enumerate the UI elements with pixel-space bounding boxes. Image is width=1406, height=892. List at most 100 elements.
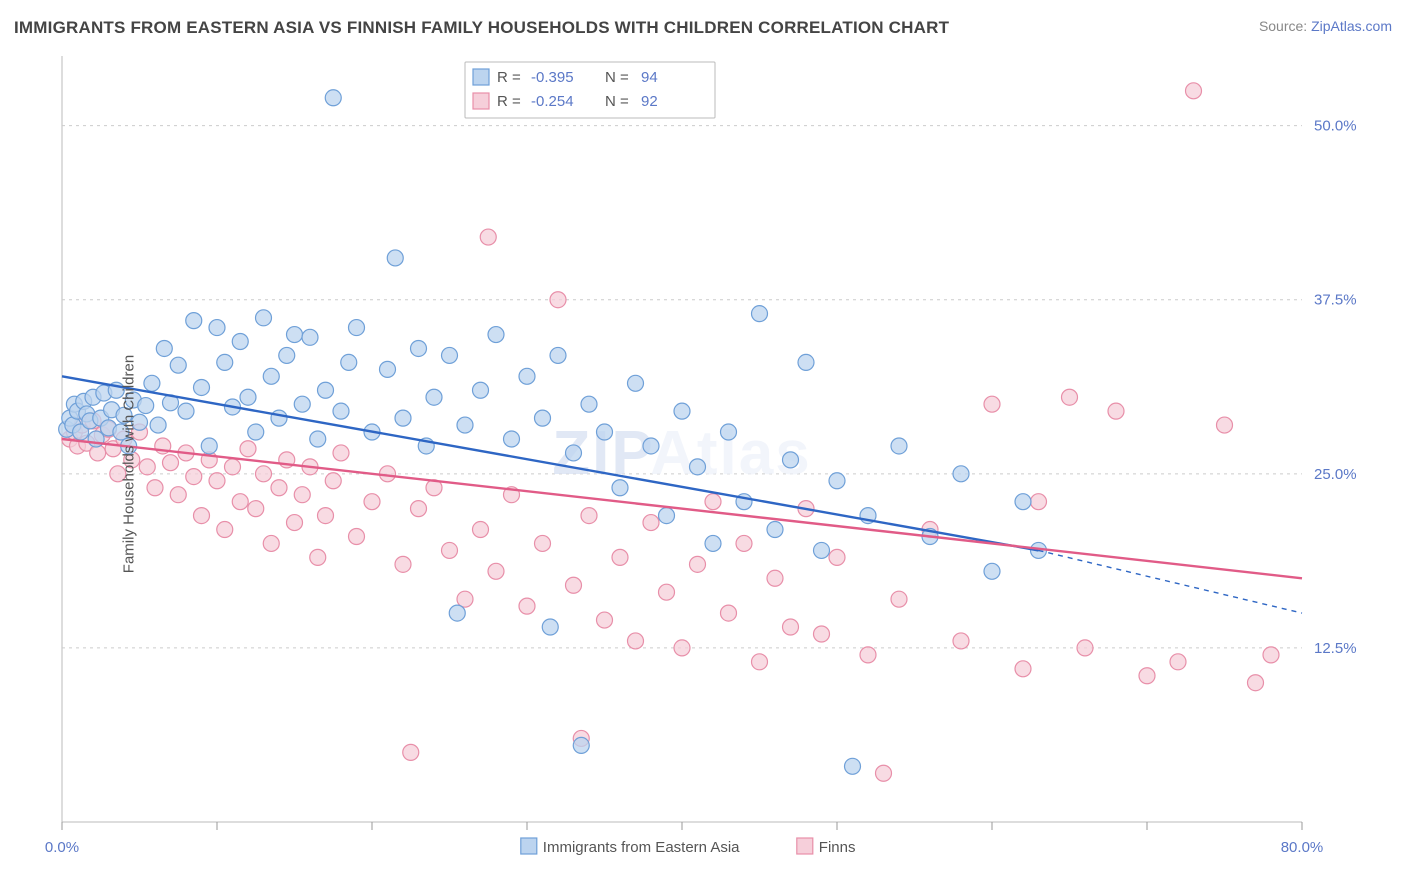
- legend-n-label: N =: [605, 69, 629, 86]
- scatter-point-pink: [294, 487, 310, 503]
- scatter-point-pink: [674, 640, 690, 656]
- legend-r-value-blue: -0.395: [531, 69, 574, 86]
- scatter-point-blue: [798, 354, 814, 370]
- scatter-point-pink: [395, 556, 411, 572]
- y-axis-label: Family Households with Children: [121, 355, 138, 573]
- scatter-point-pink: [1248, 675, 1264, 691]
- scatter-point-pink: [628, 633, 644, 649]
- source-label: Source:: [1259, 18, 1307, 34]
- scatter-point-blue: [1015, 494, 1031, 510]
- scatter-point-blue: [248, 424, 264, 440]
- scatter-point-blue: [783, 452, 799, 468]
- scatter-point-pink: [139, 459, 155, 475]
- scatter-point-blue: [891, 438, 907, 454]
- scatter-point-pink: [488, 563, 504, 579]
- scatter-point-pink: [318, 508, 334, 524]
- scatter-point-blue: [705, 535, 721, 551]
- scatter-point-pink: [263, 535, 279, 551]
- scatter-point-pink: [1139, 668, 1155, 684]
- scatter-point-blue: [156, 340, 172, 356]
- scatter-point-pink: [891, 591, 907, 607]
- scatter-point-blue: [279, 347, 295, 363]
- scatter-point-blue: [442, 347, 458, 363]
- scatter-point-pink: [876, 765, 892, 781]
- scatter-point-pink: [364, 494, 380, 510]
- scatter-point-blue: [318, 382, 334, 398]
- scatter-point-blue: [380, 361, 396, 377]
- scatter-point-pink: [1062, 389, 1078, 405]
- legend-r-value-pink: -0.254: [531, 93, 574, 110]
- scatter-point-pink: [248, 501, 264, 517]
- scatter-point-pink: [767, 570, 783, 586]
- scatter-point-blue: [150, 417, 166, 433]
- scatter-point-blue: [217, 354, 233, 370]
- scatter-point-pink: [1217, 417, 1233, 433]
- scatter-point-blue: [411, 340, 427, 356]
- scatter-point-pink: [473, 522, 489, 538]
- scatter-point-pink: [690, 556, 706, 572]
- scatter-point-pink: [256, 466, 272, 482]
- scatter-point-blue: [325, 90, 341, 106]
- scatter-point-blue: [263, 368, 279, 384]
- scatter-point-pink: [1108, 403, 1124, 419]
- scatter-point-blue: [294, 396, 310, 412]
- scatter-point-blue: [953, 466, 969, 482]
- legend-r-label: R =: [497, 69, 521, 86]
- scatter-point-blue: [178, 403, 194, 419]
- scatter-point-pink: [349, 528, 365, 544]
- scatter-point-blue: [767, 522, 783, 538]
- scatter-point-blue: [473, 382, 489, 398]
- scatter-point-blue: [814, 542, 830, 558]
- scatter-point-pink: [287, 515, 303, 531]
- scatter-point-blue: [845, 758, 861, 774]
- scatter-point-blue: [186, 313, 202, 329]
- scatter-point-pink: [519, 598, 535, 614]
- scatter-point-blue: [573, 737, 589, 753]
- scatter-point-blue: [597, 424, 613, 440]
- scatter-point-pink: [581, 508, 597, 524]
- legend-n-value-blue: 94: [641, 69, 658, 86]
- scatter-point-pink: [659, 584, 675, 600]
- scatter-point-pink: [186, 469, 202, 485]
- scatter-point-blue: [519, 368, 535, 384]
- legend-n-value-pink: 92: [641, 93, 658, 110]
- scatter-point-blue: [550, 347, 566, 363]
- bottom-legend-swatch-blue: [521, 838, 537, 854]
- scatter-point-blue: [535, 410, 551, 426]
- scatter-point-pink: [457, 591, 473, 607]
- scatter-point-pink: [403, 744, 419, 760]
- y-tick-label: 50.0%: [1314, 118, 1357, 135]
- scatter-point-blue: [542, 619, 558, 635]
- scatter-point-blue: [256, 310, 272, 326]
- scatter-point-blue: [752, 306, 768, 322]
- scatter-point-pink: [566, 577, 582, 593]
- scatter-point-blue: [201, 438, 217, 454]
- x-tick-label-min: 0.0%: [45, 839, 79, 856]
- scatter-point-blue: [581, 396, 597, 412]
- scatter-point-blue: [984, 563, 1000, 579]
- scatter-point-pink: [442, 542, 458, 558]
- scatter-point-blue: [659, 508, 675, 524]
- scatter-point-blue: [829, 473, 845, 489]
- scatter-point-blue: [628, 375, 644, 391]
- scatter-point-pink: [953, 633, 969, 649]
- legend-n-label: N =: [605, 93, 629, 110]
- scatter-point-pink: [612, 549, 628, 565]
- scatter-point-pink: [271, 480, 287, 496]
- scatter-point-blue: [643, 438, 659, 454]
- scatter-point-pink: [705, 494, 721, 510]
- scatter-point-pink: [170, 487, 186, 503]
- scatter-point-blue: [674, 403, 690, 419]
- scatter-point-blue: [209, 320, 225, 336]
- scatter-point-pink: [411, 501, 427, 517]
- scatter-point-pink: [1077, 640, 1093, 656]
- scatter-point-pink: [736, 535, 752, 551]
- scatter-point-blue: [690, 459, 706, 475]
- scatter-point-pink: [860, 647, 876, 663]
- scatter-point-pink: [814, 626, 830, 642]
- scatter-point-blue: [144, 375, 160, 391]
- scatter-point-pink: [597, 612, 613, 628]
- chart-title: IMMIGRANTS FROM EASTERN ASIA VS FINNISH …: [14, 18, 949, 37]
- scatter-point-pink: [240, 441, 256, 457]
- source-attribution: Source: ZipAtlas.com: [1259, 18, 1392, 34]
